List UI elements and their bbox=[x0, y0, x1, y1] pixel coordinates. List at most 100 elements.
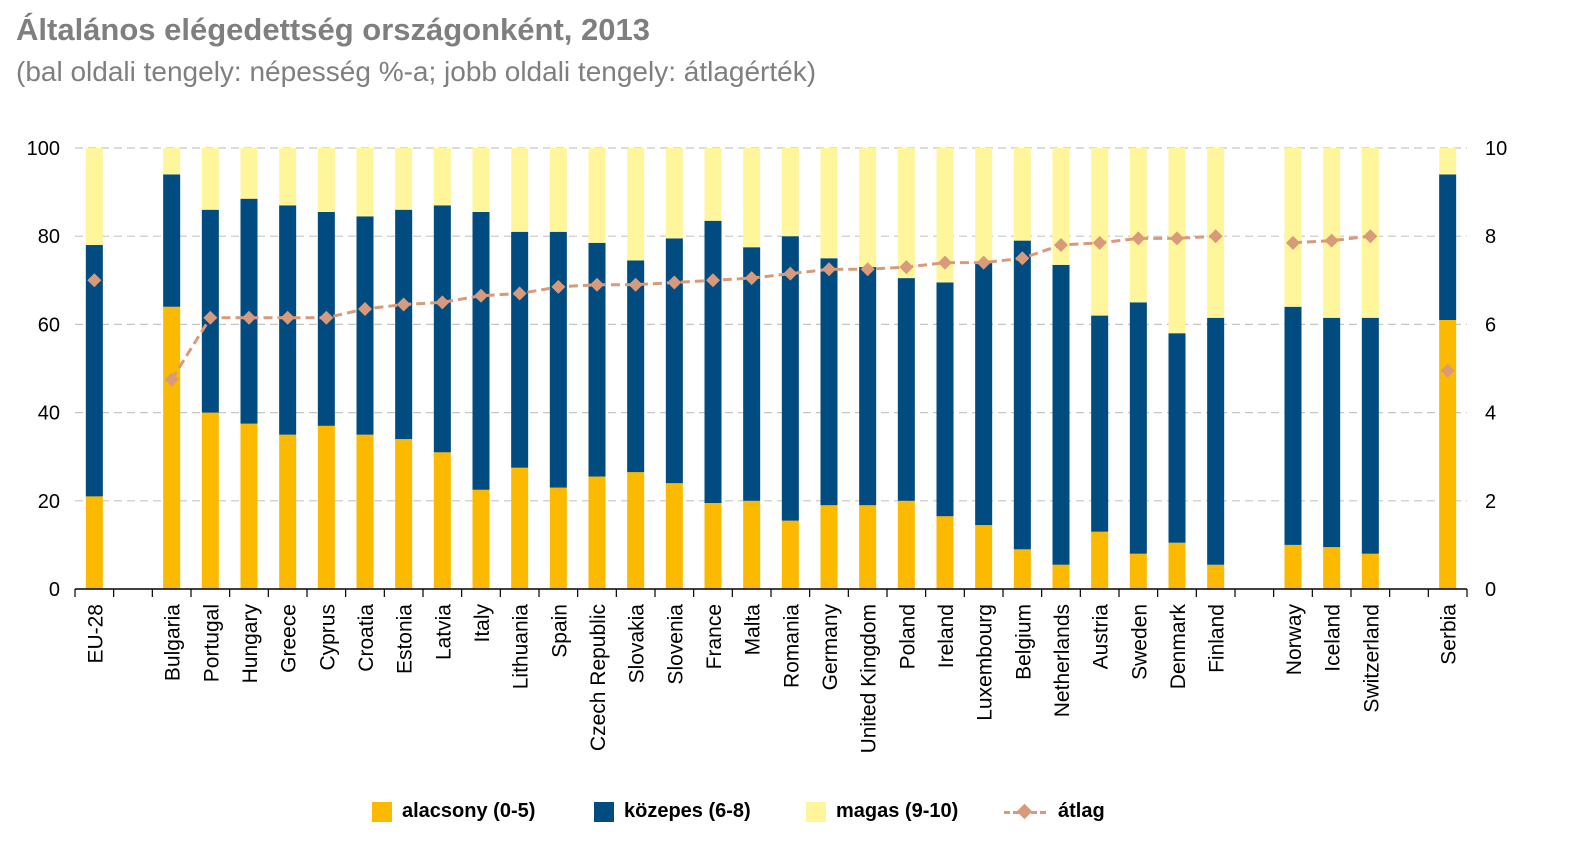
bar-segment-low bbox=[588, 476, 606, 589]
average-marker bbox=[706, 273, 720, 288]
bar-segment-low bbox=[781, 520, 799, 589]
category-label: Italy bbox=[471, 604, 494, 643]
bar-segment-high bbox=[549, 148, 567, 232]
bar-segment-high bbox=[704, 148, 722, 221]
bar-segment-medium bbox=[859, 267, 877, 506]
bar-segment-medium bbox=[704, 220, 722, 504]
bar-segment-medium bbox=[1361, 317, 1379, 554]
bar-segment-low bbox=[433, 452, 451, 589]
legend-line-average bbox=[1004, 802, 1046, 822]
y-right-tick-label: 10 bbox=[1485, 138, 1507, 160]
y-left-tick-label: 0 bbox=[49, 579, 60, 601]
legend-swatch-high bbox=[806, 801, 826, 822]
legend-item-low: alacsony (0-5) bbox=[372, 800, 535, 823]
bar-segment-high bbox=[317, 148, 335, 212]
bar-segment-high bbox=[627, 148, 645, 261]
bar-segment-low bbox=[356, 434, 374, 589]
bar-segment-low bbox=[549, 487, 567, 589]
bar-segment-high bbox=[936, 148, 954, 283]
bar-segment-high bbox=[665, 148, 683, 239]
bar-segment-high bbox=[897, 148, 915, 279]
average-marker bbox=[1286, 235, 1300, 250]
average-marker bbox=[783, 266, 798, 281]
legend-item-medium: közepes (6-8) bbox=[594, 800, 751, 823]
average-marker bbox=[203, 310, 218, 325]
bar-segment-medium bbox=[1168, 333, 1186, 543]
bar-segment-low bbox=[1323, 547, 1341, 589]
bar-segment-low bbox=[627, 472, 645, 589]
bar-segment-high bbox=[743, 148, 761, 248]
bar-segment-low bbox=[936, 516, 954, 589]
category-label: Finland bbox=[1206, 604, 1229, 673]
category-label: Ireland bbox=[935, 604, 958, 668]
category-label: Norway bbox=[1283, 604, 1306, 676]
category-label: Netherlands bbox=[1051, 604, 1074, 717]
bar-segment-low bbox=[395, 439, 413, 589]
bar-segment-medium bbox=[665, 238, 683, 484]
bar-segment-medium bbox=[1052, 264, 1070, 565]
bar-segment-low bbox=[163, 306, 181, 589]
bar-segment-low bbox=[859, 505, 877, 589]
bar-segment-high bbox=[859, 148, 877, 268]
bar-segment-low bbox=[1052, 564, 1070, 589]
category-label: Slovakia bbox=[626, 604, 649, 684]
legend-item-average: átlag bbox=[1004, 800, 1105, 823]
chart-subtitle: (bal oldali tengely: népesség %-a; jobb … bbox=[16, 56, 817, 87]
average-marker bbox=[822, 262, 836, 277]
bar-segment-medium bbox=[1323, 317, 1341, 548]
bar-segment-high bbox=[1091, 148, 1109, 316]
bar-segment-low bbox=[472, 489, 490, 589]
bar-segment-medium bbox=[472, 211, 490, 490]
bar-segment-high bbox=[975, 148, 993, 263]
category-label: Iceland bbox=[1322, 604, 1345, 672]
y-left-tick-label: 80 bbox=[38, 226, 60, 248]
bar-segment-low bbox=[1168, 542, 1186, 589]
average-marker bbox=[164, 372, 179, 387]
bar-segment-low bbox=[1361, 553, 1379, 589]
legend-label-medium: közepes (6-8) bbox=[624, 800, 751, 822]
average-marker bbox=[551, 279, 566, 294]
average-marker bbox=[1131, 231, 1146, 246]
category-label: Malta bbox=[742, 604, 765, 656]
bar-segment-medium bbox=[356, 216, 374, 435]
bar-segment-high bbox=[163, 148, 181, 175]
category-label: Croatia bbox=[355, 604, 378, 672]
category-label: Bulgaria bbox=[162, 604, 185, 681]
average-marker bbox=[435, 295, 450, 310]
bar-segment-medium bbox=[163, 174, 181, 307]
average-marker bbox=[1363, 229, 1378, 244]
bar-segment-high bbox=[1013, 148, 1031, 241]
bar-segment-low bbox=[1129, 553, 1147, 589]
chart-title: Általános elégedettség országonként, 201… bbox=[16, 12, 650, 47]
bar-segment-medium bbox=[1439, 174, 1457, 320]
bar-segment-medium bbox=[588, 242, 606, 477]
bar-segment-low bbox=[1284, 544, 1302, 589]
legend-swatch-medium bbox=[594, 801, 614, 822]
average-marker bbox=[860, 262, 875, 277]
average-marker bbox=[667, 275, 682, 290]
bar-segment-high bbox=[201, 148, 219, 210]
y-left-tick-label: 100 bbox=[27, 138, 60, 160]
average-marker bbox=[87, 273, 102, 288]
bar-segment-high bbox=[279, 148, 297, 206]
bar-segment-medium bbox=[743, 247, 761, 501]
bar-segment-low bbox=[201, 412, 219, 589]
average-marker bbox=[1170, 231, 1184, 246]
category-label: Switzerland bbox=[1360, 604, 1383, 713]
bar-segment-medium bbox=[549, 231, 567, 488]
category-label: Germany bbox=[819, 604, 842, 691]
average-line bbox=[1292, 234, 1371, 245]
bar-segment-high bbox=[472, 148, 490, 212]
bar-segment-low bbox=[1091, 531, 1109, 589]
category-label: United Kingdom bbox=[858, 604, 881, 753]
bar-segment-high bbox=[820, 148, 838, 259]
legend-swatch-low bbox=[372, 801, 392, 822]
bar-segment-medium bbox=[433, 205, 451, 453]
bar-segment-low bbox=[820, 505, 838, 589]
bar-segment-medium bbox=[511, 231, 529, 468]
y-right-tick-label: 8 bbox=[1485, 226, 1496, 248]
average-marker bbox=[512, 286, 527, 301]
y-right-tick-label: 0 bbox=[1485, 579, 1496, 601]
bar-segment-medium bbox=[975, 262, 993, 526]
bar-segment-high bbox=[356, 148, 374, 217]
